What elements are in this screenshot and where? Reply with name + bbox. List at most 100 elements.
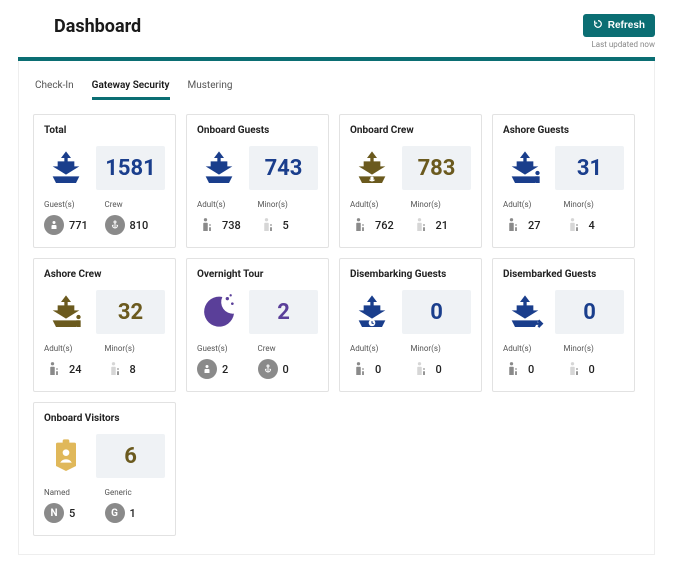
sub2-cell: 810 xyxy=(105,215,166,235)
card-hero: 1581 xyxy=(44,146,165,190)
card-hero: 0 xyxy=(350,290,471,334)
minor-icon xyxy=(105,359,125,379)
card-sub-labels: Adult(s) Minor(s) xyxy=(44,344,165,353)
sub2-label: Minor(s) xyxy=(564,200,625,209)
sub2-value: 810 xyxy=(130,219,149,232)
card-hero: 783 xyxy=(350,146,471,190)
sub1-value: 24 xyxy=(69,363,82,376)
card-hero: 31 xyxy=(503,146,624,190)
adult-icon xyxy=(503,359,523,379)
card-onboard-guests[interactable]: Onboard Guests 743 Adult(s) Minor(s) 738… xyxy=(186,114,329,248)
card-title: Ashore Guests xyxy=(503,125,624,136)
adult-icon xyxy=(197,215,217,235)
card-hero: 743 xyxy=(197,146,318,190)
sub2-cell: 0 xyxy=(258,359,319,379)
sub1-value: 27 xyxy=(528,219,541,232)
sub1-label: Adult(s) xyxy=(197,200,258,209)
adult-icon xyxy=(350,215,370,235)
sub1-value: 771 xyxy=(69,219,88,232)
sub2-label: Crew xyxy=(105,200,166,209)
ship-person-icon xyxy=(503,146,547,190)
card-title: Overnight Tour xyxy=(197,269,318,280)
card-overnight-tour[interactable]: Overnight Tour 2 Guest(s) Crew 2 0 xyxy=(186,258,329,392)
card-disembarking-guests[interactable]: Disembarking Guests 0 Adult(s) Minor(s) … xyxy=(339,258,482,392)
sub2-value: 1 xyxy=(130,507,136,520)
letter-icon: G xyxy=(105,503,125,523)
sub1-cell: 771 xyxy=(44,215,105,235)
sub1-label: Guest(s) xyxy=(44,200,105,209)
card-value: 783 xyxy=(402,146,471,190)
card-sub-values: 24 8 xyxy=(44,359,165,379)
card-sub-labels: Adult(s) Minor(s) xyxy=(503,344,624,353)
guest-icon xyxy=(44,215,64,235)
sub2-label: Crew xyxy=(258,344,319,353)
sub1-label: Adult(s) xyxy=(503,200,564,209)
card-hero: 6 xyxy=(44,434,165,478)
card-title: Onboard Visitors xyxy=(44,413,165,424)
sub2-value: 5 xyxy=(283,219,289,232)
dashboard-page: Dashboard Refresh Last updated now Check… xyxy=(0,0,673,575)
card-sub-values: 0 0 xyxy=(503,359,624,379)
card-total[interactable]: Total 1581 Guest(s) Crew 771 810 xyxy=(33,114,176,248)
card-title: Disembarked Guests xyxy=(503,269,624,280)
card-hero: 0 xyxy=(503,290,624,334)
sub1-value: 2 xyxy=(222,363,228,376)
sub1-label: Adult(s) xyxy=(503,344,564,353)
card-sub-labels: Adult(s) Minor(s) xyxy=(197,200,318,209)
card-sub-values: 762 21 xyxy=(350,215,471,235)
tab-gateway-security[interactable]: Gateway Security xyxy=(92,75,170,100)
refresh-label: Refresh xyxy=(608,20,645,31)
sub2-value: 0 xyxy=(436,363,442,376)
card-title: Disembarking Guests xyxy=(350,269,471,280)
card-ashore-crew[interactable]: Ashore Crew 32 Adult(s) Minor(s) 24 8 xyxy=(33,258,176,392)
sub1-cell: 0 xyxy=(350,359,411,379)
card-sub-values: 738 5 xyxy=(197,215,318,235)
card-sub-labels: Adult(s) Minor(s) xyxy=(350,200,471,209)
sub2-label: Generic xyxy=(105,488,166,497)
ship-person-icon xyxy=(44,290,88,334)
card-disembarked-guests[interactable]: Disembarked Guests 0 Adult(s) Minor(s) 0… xyxy=(492,258,635,392)
refresh-button[interactable]: Refresh xyxy=(583,14,655,37)
minor-icon xyxy=(258,215,278,235)
sub1-cell: 738 xyxy=(197,215,258,235)
moon-icon xyxy=(197,290,241,334)
adult-icon xyxy=(503,215,523,235)
ship-icon xyxy=(44,146,88,190)
card-grid: Total 1581 Guest(s) Crew 771 810 Onboard… xyxy=(33,114,640,536)
card-sub-labels: Adult(s) Minor(s) xyxy=(350,344,471,353)
card-sub-labels: Adult(s) Minor(s) xyxy=(503,200,624,209)
card-title: Ashore Crew xyxy=(44,269,165,280)
card-onboard-visitors[interactable]: Onboard Visitors 6 Named Generic N5 G1 xyxy=(33,402,176,536)
card-onboard-crew[interactable]: Onboard Crew 783 Adult(s) Minor(s) 762 2… xyxy=(339,114,482,248)
tab-checkin[interactable]: Check-In xyxy=(35,75,74,100)
card-hero: 2 xyxy=(197,290,318,334)
sub2-cell: G1 xyxy=(105,503,166,523)
tab-mustering[interactable]: Mustering xyxy=(188,75,233,100)
crew-icon xyxy=(105,215,125,235)
ship-arrow-icon xyxy=(503,290,547,334)
card-value: 6 xyxy=(96,434,165,478)
card-sub-labels: Guest(s) Crew xyxy=(197,344,318,353)
sub1-cell: 24 xyxy=(44,359,105,379)
ship-anchor-icon xyxy=(350,146,394,190)
page-title: Dashboard xyxy=(54,16,141,37)
sub1-cell: 2 xyxy=(197,359,258,379)
sub2-cell: 4 xyxy=(564,215,625,235)
card-sub-labels: Guest(s) Crew xyxy=(44,200,165,209)
card-sub-values: N5 G1 xyxy=(44,503,165,523)
card-ashore-guests[interactable]: Ashore Guests 31 Adult(s) Minor(s) 27 4 xyxy=(492,114,635,248)
minor-icon xyxy=(411,359,431,379)
card-value: 0 xyxy=(402,290,471,334)
sub2-label: Minor(s) xyxy=(411,200,472,209)
sub2-cell: 21 xyxy=(411,215,472,235)
topbar: Dashboard Refresh Last updated now xyxy=(18,14,655,49)
sub2-value: 4 xyxy=(589,219,595,232)
sub1-value: 738 xyxy=(222,219,241,232)
card-value: 0 xyxy=(555,290,624,334)
sub1-cell: 0 xyxy=(503,359,564,379)
card-value: 31 xyxy=(555,146,624,190)
crew-icon xyxy=(258,359,278,379)
card-value: 2 xyxy=(249,290,318,334)
ship-icon xyxy=(197,146,241,190)
sub1-value: 0 xyxy=(375,363,381,376)
